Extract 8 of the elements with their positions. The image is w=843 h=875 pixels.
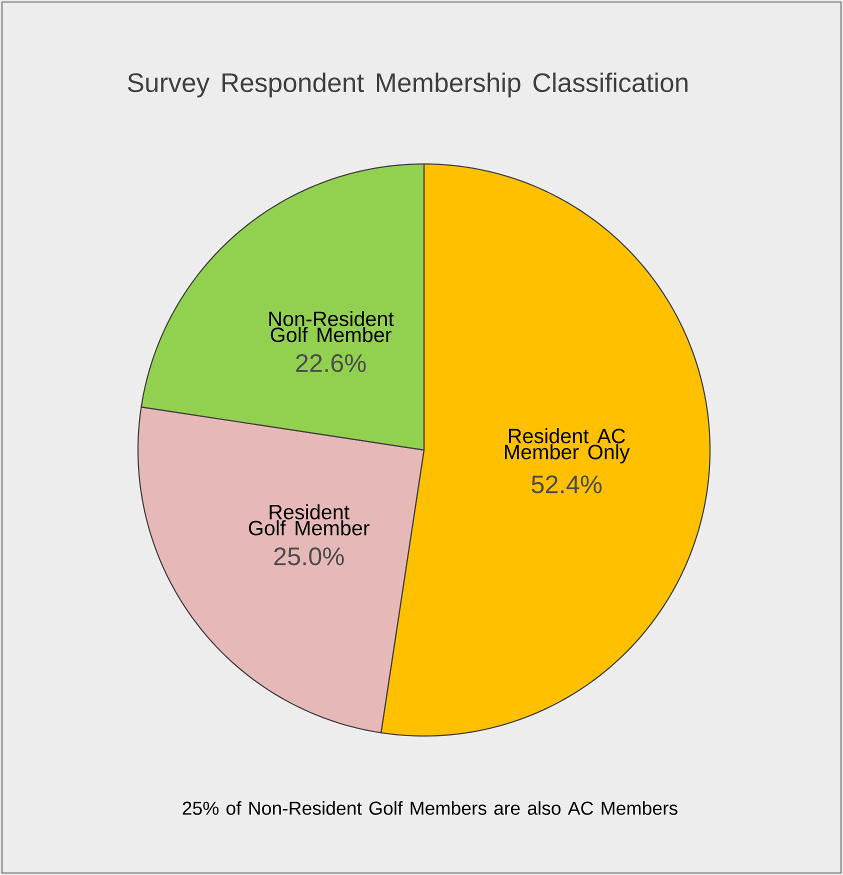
slice-label: Non-Resident Golf Member [269, 310, 394, 342]
data-label: 25.0% [274, 547, 344, 566]
data-label: 52.4% [532, 475, 602, 494]
text: 25% of Non-Resident Golf Members are also AC Members [182, 801, 678, 815]
data-label: 22.6% [296, 354, 366, 372]
slice-label: Resident Golf Member [248, 504, 370, 536]
chart-title: Survey Respondent Membership Classification [128, 72, 688, 98]
slice-label: Resident AC Member Only [505, 428, 630, 464]
